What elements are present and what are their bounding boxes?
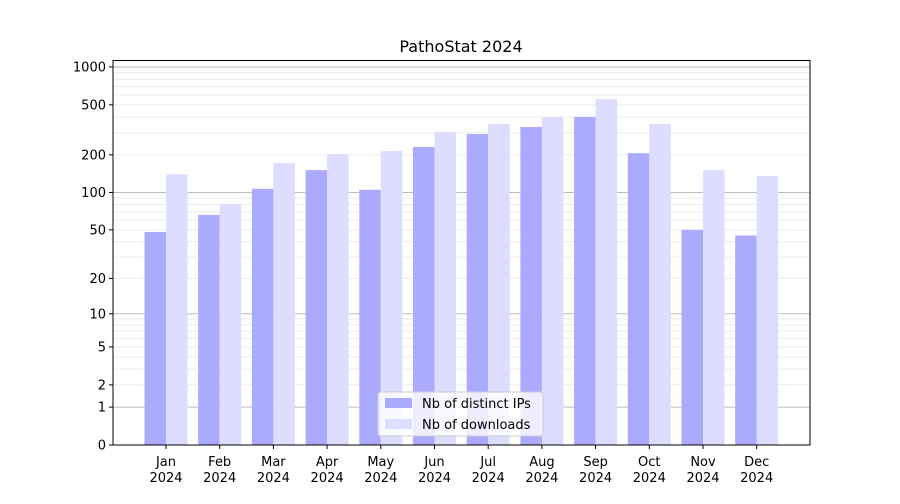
x-tick-label-year: 2024 <box>418 471 451 486</box>
bar-distinct-ips-aug <box>520 127 542 446</box>
bar-distinct-ips-jul <box>466 133 489 446</box>
legend-swatch-distinct-ips <box>385 398 412 408</box>
x-tick-label-month: Sep <box>583 455 608 470</box>
chart-title: PathoStat 2024 <box>399 37 522 56</box>
y-tick-label: 5 <box>98 340 106 355</box>
bar-distinct-ips-jun <box>413 146 435 445</box>
x-tick-label-year: 2024 <box>257 471 290 486</box>
y-tick-label: 1000 <box>73 60 106 75</box>
x-tick-label-month: Mar <box>261 455 286 470</box>
bar-distinct-ips-feb <box>198 214 220 445</box>
x-tick-label-year: 2024 <box>364 471 397 486</box>
bar-downloads-aug <box>541 117 564 445</box>
x-tick-label-month: Nov <box>690 455 716 470</box>
bar-downloads-feb <box>219 203 242 445</box>
legend-swatch-downloads <box>385 419 412 429</box>
bar-downloads-nov <box>703 170 725 445</box>
bars <box>144 99 779 446</box>
bar-distinct-ips-apr <box>305 170 328 445</box>
bar-distinct-ips-may <box>359 189 381 445</box>
x-tick-label-month: Oct <box>638 455 660 470</box>
y-tick-label: 1 <box>98 401 106 416</box>
x-tick-label-month: Jan <box>155 455 176 470</box>
bar-distinct-ips-oct <box>627 153 650 445</box>
bar-distinct-ips-dec <box>735 235 757 445</box>
bar-downloads-may <box>380 151 403 446</box>
x-tick-label-month: Aug <box>529 455 554 470</box>
bar-downloads-jan <box>166 174 188 445</box>
x-tick-label-month: Dec <box>744 455 769 470</box>
y-tick-label: 2 <box>98 378 106 393</box>
y-tick-label: 100 <box>81 186 106 201</box>
y-axis: 0 1 2 5 10 20 50 100 200 500 1000 <box>73 60 113 454</box>
x-tick-label-month: Jun <box>423 455 444 470</box>
bar-downloads-jul <box>488 123 510 446</box>
x-tick-label-year: 2024 <box>311 471 344 486</box>
legend-label-distinct-ips: Nb of distinct IPs <box>422 397 531 412</box>
bar-distinct-ips-nov <box>681 229 703 445</box>
x-tick-label-year: 2024 <box>525 471 558 486</box>
x-tick-label-year: 2024 <box>686 471 719 486</box>
x-tick-label-year: 2024 <box>579 471 612 486</box>
bar-downloads-oct <box>649 123 671 446</box>
legend: Nb of distinct IPs Nb of downloads <box>377 391 544 437</box>
legend-box <box>377 391 544 437</box>
bar-downloads-apr <box>327 153 349 445</box>
x-tick-label-year: 2024 <box>472 471 505 486</box>
plot-frame <box>112 60 811 446</box>
x-tick-label-year: 2024 <box>633 471 666 486</box>
x-tick-label-year: 2024 <box>203 471 236 486</box>
y-tick-label: 10 <box>89 307 106 322</box>
bar-downloads-dec <box>756 176 779 445</box>
x-tick-label-month: May <box>367 455 394 470</box>
bar-distinct-ips-jan <box>144 232 166 445</box>
x-axis: Jan2024Feb2024Mar2024Apr2024May2024Jun20… <box>149 445 773 486</box>
bar-distinct-ips-mar <box>251 188 274 445</box>
legend-label-downloads: Nb of downloads <box>422 418 531 433</box>
y-tick-label: 200 <box>81 148 106 163</box>
x-tick-label-month: Apr <box>316 455 339 470</box>
x-tick-label-month: Feb <box>208 455 231 470</box>
bar-downloads-mar <box>273 163 295 445</box>
y-tick-label: 0 <box>98 439 106 454</box>
x-tick-label-year: 2024 <box>740 471 773 486</box>
y-tick-label: 50 <box>89 223 106 238</box>
bar-downloads-sep <box>595 99 618 445</box>
bar-downloads-jun <box>434 131 456 446</box>
bar-distinct-ips-sep <box>574 117 596 445</box>
y-tick-label: 20 <box>89 272 106 287</box>
y-tick-label: 500 <box>81 98 106 113</box>
x-tick-label-year: 2024 <box>149 471 182 486</box>
x-tick-label-month: Jul <box>479 455 496 470</box>
